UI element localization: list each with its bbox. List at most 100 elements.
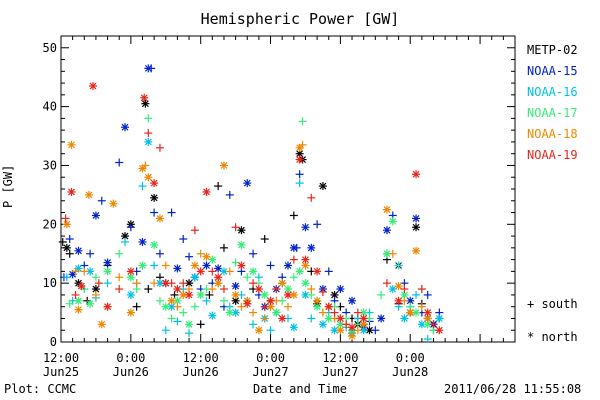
north-point — [91, 211, 100, 220]
x-tick-label-time: 12:00 — [43, 351, 79, 365]
series-noaa-18 — [62, 140, 432, 341]
south-point — [225, 267, 234, 276]
south-point — [144, 129, 153, 138]
south-point — [225, 190, 234, 199]
south-point — [150, 261, 159, 270]
north-point — [412, 308, 421, 317]
south-point — [91, 273, 100, 282]
south-point — [205, 290, 214, 299]
x-tick-label-date: Jun28 — [392, 365, 428, 379]
south-point — [65, 299, 74, 308]
south-point — [196, 320, 205, 329]
south-point — [196, 249, 205, 258]
south-point — [185, 252, 194, 261]
south-point — [71, 290, 80, 299]
north-point — [219, 161, 228, 170]
north-point — [301, 255, 310, 264]
x-tick-label-time: 12:00 — [183, 351, 219, 365]
south-point — [86, 249, 95, 258]
y-tick-label: 40 — [43, 100, 57, 114]
north-point — [237, 240, 246, 249]
south-point — [62, 273, 71, 282]
south-point — [214, 182, 223, 191]
x-axis-label: Date and Time — [253, 382, 347, 396]
north-point — [348, 296, 357, 305]
south-point — [173, 317, 182, 326]
south-point — [388, 249, 397, 258]
south-point — [150, 208, 159, 217]
north-point — [249, 267, 258, 276]
north-point — [359, 308, 368, 317]
north-point — [62, 220, 71, 229]
south-point — [266, 326, 275, 335]
north-point — [208, 311, 217, 320]
south-point — [243, 273, 252, 282]
south-point — [115, 273, 124, 282]
y-tick-label: 0 — [50, 335, 57, 349]
south-point — [208, 267, 217, 276]
north-point — [388, 217, 397, 226]
south-point — [219, 285, 228, 294]
plot-credit: Plot: CCMC — [4, 382, 77, 396]
south-point — [298, 117, 307, 126]
north-point — [400, 314, 409, 323]
south-point — [289, 211, 298, 220]
south-point — [342, 320, 351, 329]
north-point — [301, 279, 310, 288]
north-point — [202, 261, 211, 270]
south-point — [382, 279, 391, 288]
north-point — [237, 261, 246, 270]
north-point — [74, 305, 83, 314]
south-point — [249, 249, 258, 258]
north-point — [412, 214, 421, 223]
south-point — [167, 314, 176, 323]
south-point — [155, 296, 164, 305]
south-point — [80, 267, 89, 276]
south-point — [179, 279, 188, 288]
south-point — [324, 267, 333, 276]
x-tick-label-time: 0:00 — [256, 351, 285, 365]
south-point — [307, 193, 316, 202]
south-point — [266, 261, 275, 270]
north-point — [161, 302, 170, 311]
south-point — [208, 285, 217, 294]
south-point — [179, 235, 188, 244]
south-point — [249, 320, 258, 329]
series-metp-02 — [58, 99, 444, 335]
north-point — [318, 320, 327, 329]
north-point — [77, 282, 86, 291]
south-point — [318, 287, 327, 296]
north-point — [231, 282, 240, 291]
south-point — [249, 308, 258, 317]
north-point — [144, 137, 153, 146]
north-point — [185, 320, 194, 329]
legend-item-noaa-18: NOAA-18 — [527, 127, 578, 141]
north-point — [225, 308, 234, 317]
south-point — [394, 261, 403, 270]
north-point — [84, 190, 93, 199]
north-point — [423, 308, 432, 317]
north-point — [91, 285, 100, 294]
south-point — [219, 243, 228, 252]
north-point — [150, 193, 159, 202]
north-point — [103, 267, 112, 276]
north-point — [406, 296, 415, 305]
south-point — [126, 223, 135, 232]
north-point — [190, 261, 199, 270]
south-point — [97, 196, 106, 205]
south-point — [292, 243, 301, 252]
south-point — [144, 285, 153, 294]
north-point — [196, 267, 205, 276]
north-point — [103, 302, 112, 311]
series-noaa-15 — [59, 64, 444, 335]
series-noaa-19 — [61, 82, 444, 335]
legend-item-noaa-19: NOAA-19 — [527, 148, 578, 162]
north-point — [190, 273, 199, 282]
south-point — [429, 320, 438, 329]
north-point — [103, 258, 112, 267]
y-tick-label: 10 — [43, 276, 57, 290]
marker-legend-south: + south — [527, 298, 578, 311]
south-point — [144, 114, 153, 123]
north-point — [289, 290, 298, 299]
